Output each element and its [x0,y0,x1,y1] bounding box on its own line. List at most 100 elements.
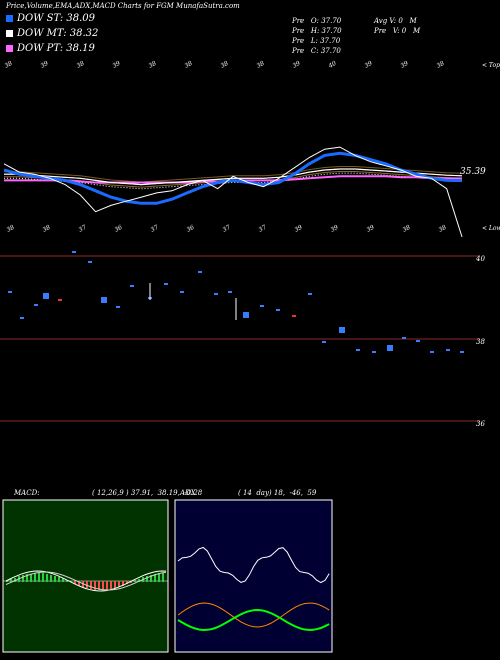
chart-title: Price,Volume,EMA,ADX,MACD Charts for FGM… [6,2,240,10]
volume-mark-11 [164,283,168,285]
top-tick-label-7: 38 [256,60,266,70]
bottom-tick-label-2: 37 [78,224,88,234]
macd-line [5,570,167,592]
bottom-tick-label-8: 39 [294,224,304,234]
adx-title: ADX [180,489,196,497]
top-tick-label-2: 38 [76,60,86,70]
adx-params: ( 14 day) 18, -46, 59 [238,489,317,497]
macd-hist-bar-32 [134,580,136,582]
bottom-tick-label-4: 37 [150,224,160,234]
quote-low: Pre L: 37.70 [292,37,341,45]
macd-hist-bar-5 [26,574,28,582]
volume-mark-18 [276,309,280,311]
volume-mark-24 [372,351,376,353]
macd-hist-bar-16 [70,581,72,582]
top-tick-label-5: 38 [184,60,194,70]
volume-mark-15 [228,291,232,293]
top-tick-label-10: 39 [364,60,374,70]
macd-hist-bar-29 [122,581,124,586]
bottom-tick-label-0: 38 [6,224,16,234]
macd-hist-bar-24 [102,581,104,590]
macd-hist-bar-18 [78,581,80,586]
volume-level-40: 40 [476,255,485,263]
volume-mark-3 [43,293,49,299]
macd-hist-bar-1 [10,579,12,582]
volume-mark-16 [243,312,249,318]
top-tick-label-4: 38 [148,60,158,70]
volume-level-36: 36 [476,420,485,428]
volume-mark-22 [339,327,345,333]
bottom-tick-label-11: 38 [402,224,412,234]
macd-hist-bar-9 [42,573,44,582]
volume-mark-20 [308,293,312,295]
last-price-label: 35.39 [460,167,486,177]
legend-dow-pt-label: DOW PT: 38.19 [17,43,95,54]
volume-mark-29 [446,349,450,351]
adx-minus-di-line [177,602,330,628]
volume-mark-1 [20,317,24,319]
macd-hist-bar-36 [150,575,152,582]
quote-close: Pre C: 37.70 [292,47,341,55]
volume-mark-19 [292,315,296,317]
top-tick-label-3: 39 [112,60,122,70]
top-tick-label-9: 40 [327,60,338,70]
macd-hist-bar-22 [94,581,96,590]
volume-mark-6 [88,261,92,263]
macd-hist-bar-15 [66,580,68,582]
volume-mark-30 [460,351,464,353]
macd-hist-bar-13 [58,577,60,582]
quote-open: Pre O: 37.70 [292,17,342,25]
top-tick-label-0: 38 [4,60,14,70]
legend-dow-st: DOW ST: 38.09 [6,13,95,25]
macd-title: MACD: [14,489,40,497]
macd-signal-line [5,571,167,591]
volume-mark-4 [58,299,62,301]
legend-dow-mt-label: DOW MT: 38.32 [17,28,99,39]
price-line [3,146,463,238]
macd-hist-bar-20 [86,581,88,588]
bottom-tick-label-12: 38 [438,224,448,234]
volume-mark-0 [8,291,12,293]
macd-hist-bar-4 [22,575,24,582]
tops-tag: < Tops [482,62,500,69]
series-line-0 [3,151,463,205]
macd-hist-bar-14 [62,578,64,582]
volume-mark-8 [116,306,120,308]
quote-avg-volume: Avg V: 0 M [374,17,417,25]
bottom-tick-label-6: 37 [222,224,232,234]
macd-hist-bar-2 [14,578,16,582]
bottom-tick-label-1: 38 [42,224,52,234]
macd-hist-bar-35 [146,576,148,582]
bottom-tick-label-9: 39 [330,224,340,234]
series-line-1 [4,168,463,186]
volume-mark-17 [260,305,264,307]
top-tick-label-8: 39 [292,60,302,70]
macd-hist-bar-38 [158,573,160,582]
macd-hist-bar-39 [162,573,164,582]
legend-swatch-pt [6,45,13,52]
macd-params: ( 12,26,9 ) 37.91, 38.19, -0.28 [92,489,203,497]
macd-hist-bar-27 [114,581,116,588]
macd-hist-bar-8 [38,573,40,582]
legend-swatch-mt [6,30,13,37]
volume-mark-14 [214,293,218,295]
macd-hist-bar-10 [46,574,48,582]
volume-level-38: 38 [476,338,485,346]
volume-mark-26 [402,337,406,339]
volume-mark-21 [322,341,326,343]
macd-hist-bar-26 [110,581,112,589]
top-tick-label-12: 38 [436,60,446,70]
macd-hist-bar-28 [118,581,120,587]
top-tick-label-11: 39 [400,60,410,70]
legend-dow-mt: DOW MT: 38.32 [6,28,98,40]
macd-hist-bar-6 [30,574,32,582]
volume-mark-13 [198,271,202,273]
macd-hist-bar-33 [138,579,140,582]
volume-mark-28 [430,351,434,353]
adx-plus-di-line [177,608,330,632]
lows-tag: < Lows [482,225,500,232]
quote-high: Pre H: 37.70 [292,27,342,35]
volume-mark-9 [130,285,134,287]
bottom-tick-label-5: 36 [186,224,196,234]
